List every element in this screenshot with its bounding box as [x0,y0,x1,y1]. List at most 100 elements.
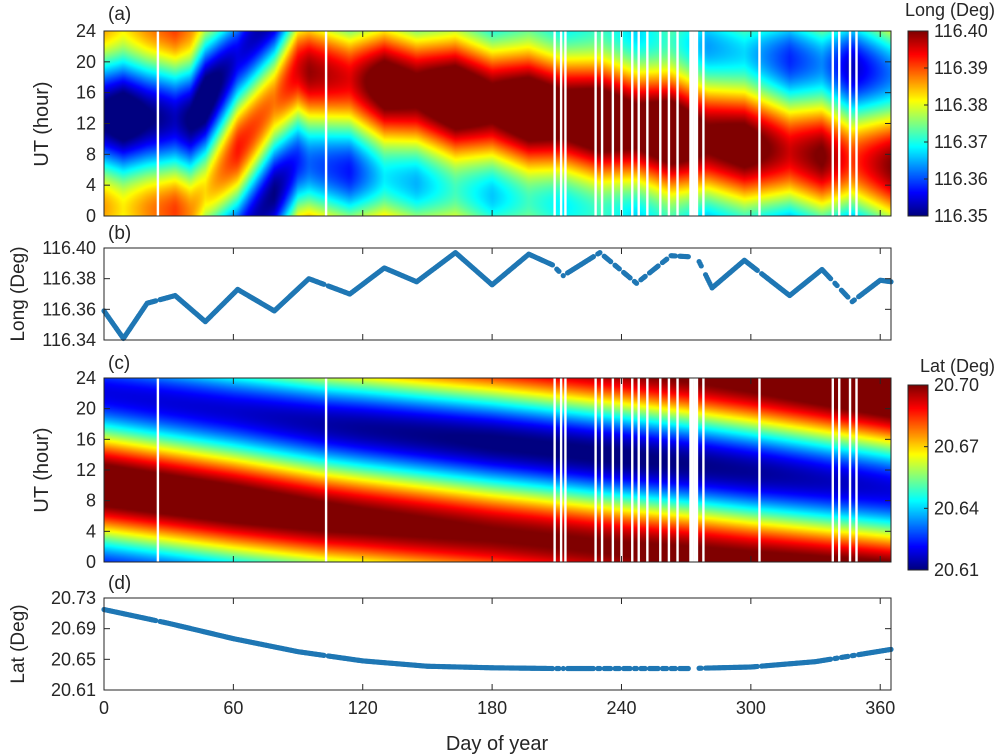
gap-line-c-18 [695,378,699,562]
frame-d [103,597,892,691]
point-b-500 [698,263,704,269]
cbtick-label-c-2: 20.64 [934,498,979,518]
colorbar-c-title: Lat (Deg) [920,356,995,376]
xtick-label-2: 120 [348,698,378,718]
ytick-label-c-6: 24 [76,368,96,388]
point-d-410 [549,665,556,672]
gap-line-a-9 [631,31,634,216]
gap-line-a-17 [693,31,696,216]
cbtick-label-a-2: 116.38 [934,95,988,115]
point-d-454 [616,665,622,672]
point-d-483 [664,665,670,672]
gap-line-c-17 [693,378,696,562]
point-d-414 [560,665,566,672]
cbtick-label-c-1: 20.67 [934,437,979,457]
ytick-label-b-0: 116.34 [42,330,96,350]
panel-d-latitude-series: 20.61 20.65 20.69 20.73 (d) Lat (Deg) 0 60 12… [8,573,895,755]
point-d-624 [845,653,851,659]
xtick-label-5: 300 [736,698,766,718]
ytick-label-a-5: 20 [76,52,96,72]
ytick-label-c-5: 20 [76,399,96,419]
gaps-a [156,31,858,216]
gap-line-c-12 [659,378,662,562]
point-d-500 [698,665,704,671]
gap-line-c-7 [611,378,615,562]
ytick-label-b-2: 116.38 [42,269,96,289]
gap-line-a-10 [637,31,640,216]
yticks-a: 0 4 8 12 16 20 24 [76,21,891,226]
gap-line-c-3 [559,378,563,562]
point-b-549 [754,267,760,273]
colorbar-c-frame [907,384,929,571]
gap-line-a-8 [620,31,623,216]
panel-label-c: (c) [108,353,130,374]
point-d-201 [321,652,327,658]
point-b-461 [627,275,633,281]
point-b-449 [608,259,614,265]
point-d-439 [590,665,597,672]
ytick-label-a-2: 8 [86,144,96,164]
point-b-454 [616,266,622,272]
gap-line-c-0 [156,378,160,562]
gap-line-a-18 [695,31,699,216]
ytick-label-d-1: 20.65 [51,649,96,669]
gap-line-a-2 [553,31,556,216]
colorbar-a-title: Long (Deg) [905,0,995,20]
gap-line-a-3 [559,31,563,216]
point-d-488 [672,665,678,672]
points-b [101,250,894,342]
gap-line-a-21 [831,31,834,216]
gap-line-a-0 [156,31,160,216]
panel-c-latitude-heatmap: 0 4 8 12 16 20 24 (c) UT (hour) 20.70 20.67 20.6… [31,353,995,580]
ytick-label-a-0: 0 [86,206,96,226]
colorbar-a-frame [907,30,929,217]
ylabel-a: UT (hour) [31,81,53,166]
point-d-48 [153,617,159,624]
gap-line-c-6 [600,378,604,562]
gap-line-c-20 [758,378,761,562]
point-b-464 [633,280,640,286]
point-d-497 [685,665,691,672]
gap-line-a-12 [659,31,662,216]
ylabel-b: Long (Deg) [8,246,29,341]
point-b-627 [851,297,857,303]
gap-line-c-24 [855,378,858,562]
gap-line-c-15 [689,378,692,562]
ytick-label-b-1: 116.36 [42,299,96,319]
point-d-461 [627,665,633,672]
colorbar-c [908,385,928,570]
ytick-label-d-0: 20.61 [51,680,96,700]
gap-line-a-1 [324,31,328,216]
point-b-488 [672,253,678,259]
gap-line-c-8 [620,378,623,562]
point-d-469 [642,665,648,672]
point-d-549 [754,663,760,670]
point-b-478 [655,263,661,269]
ytick-label-c-4: 16 [76,429,96,449]
gap-line-a-15 [689,31,692,216]
point-b-413 [556,268,562,274]
ytick-label-a-1: 4 [86,175,96,195]
gap-line-a-23 [848,31,852,216]
ytick-label-a-3: 12 [76,114,96,134]
yticks-b: 116.34 116.36 116.38 116.40 [42,238,891,350]
point-d-627 [851,652,857,658]
gap-line-c-9 [631,378,634,562]
xlabel: Day of year [446,733,549,755]
point-b-617 [834,282,840,289]
gap-line-c-4 [564,378,567,562]
xtick-label-3: 180 [477,698,507,718]
gap-line-c-23 [848,378,852,562]
point-b-201 [321,281,327,287]
gap-line-c-19 [702,378,705,562]
gap-line-a-22 [838,31,841,216]
gap-line-a-19 [702,31,705,216]
gap-line-c-21 [831,378,834,562]
cbtick-label-a-0: 116.40 [934,21,988,41]
gap-line-c-14 [676,378,679,562]
point-b-48 [153,298,159,304]
panel-label-d: (d) [108,573,131,594]
ytick-label-d-3: 20.73 [51,588,96,608]
gap-line-c-10 [637,378,640,562]
cbtick-label-a-4: 116.36 [934,169,988,189]
